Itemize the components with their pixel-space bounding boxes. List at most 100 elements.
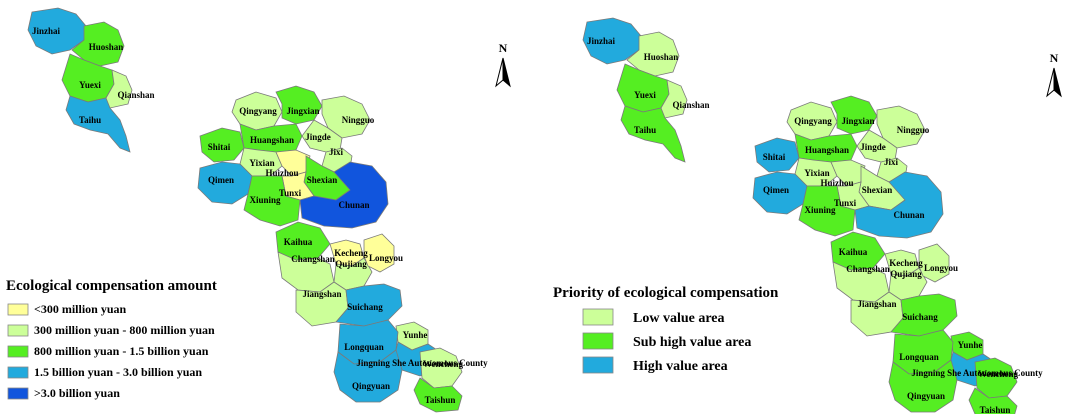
county-label-jiangshan: Jiangshan bbox=[302, 289, 341, 299]
county-label-kecheng: Kecheng bbox=[889, 258, 923, 268]
county-label-qimen: Qimen bbox=[763, 185, 789, 195]
county-label-jingde: Jingde bbox=[860, 142, 886, 152]
county-label-qujiang: Qujiang bbox=[890, 269, 922, 279]
county-label-suichang: Suichang bbox=[347, 302, 383, 312]
county-region-huoshan bbox=[71, 21, 125, 67]
county-label-taihu: Taihu bbox=[634, 125, 656, 135]
county-region-taihu bbox=[620, 105, 686, 163]
left-map-compensation-amount: Jinzhai Huoshan Yuexi Qianshan Taihu Qingyang… bbox=[27, 7, 488, 413]
county-region-wencheng bbox=[419, 347, 463, 389]
county-label-jixi: Jixi bbox=[884, 157, 899, 167]
legend-item-label: Sub high value area bbox=[633, 335, 751, 350]
legend-swatch bbox=[7, 303, 29, 316]
county-label-taishun: Taishun bbox=[425, 395, 456, 405]
county-label-huizhou: Huizhou bbox=[820, 178, 853, 188]
county-label-jingning: Jingning She Autonomous County bbox=[356, 358, 488, 368]
county-label-kecheng: Kecheng bbox=[334, 248, 368, 258]
county-region-jinzhai bbox=[27, 7, 87, 55]
county-label-wencheng: Wencheng bbox=[423, 359, 464, 369]
county-region-jinzhai bbox=[582, 17, 642, 65]
county-label-changshan: Changshan bbox=[846, 264, 890, 274]
county-region-huoshan bbox=[626, 31, 680, 77]
county-label-huoshan: Huoshan bbox=[644, 52, 679, 62]
county-label-huoshan: Huoshan bbox=[89, 42, 124, 52]
county-label-xiuning: Xiuning bbox=[804, 205, 836, 215]
county-region-longyou bbox=[918, 243, 950, 283]
county-region-shitai bbox=[199, 127, 245, 163]
county-label-qingyang: Qingyang bbox=[794, 116, 832, 126]
legend-swatch bbox=[7, 324, 29, 337]
county-label-jingning: Jingning She Autonomous County bbox=[911, 368, 1043, 378]
county-label-shexian: Shexian bbox=[307, 175, 338, 185]
county-region-ningguo bbox=[321, 95, 371, 139]
legend-item-label: 1.5 billion yuan - 3.0 billion yuan bbox=[34, 365, 202, 379]
county-label-jinzhai: Jinzhai bbox=[32, 26, 61, 36]
county-label-qingyuan: Qingyuan bbox=[352, 381, 390, 391]
right-map-compensation-priority: Jinzhai Huoshan Yuexi Qianshan Taihu Qingyang… bbox=[582, 17, 1043, 414]
county-label-taishun: Taishun bbox=[980, 405, 1011, 414]
legend-swatch bbox=[582, 308, 614, 326]
legend-compensation-priority: Priority of ecological compensation Low … bbox=[553, 285, 779, 374]
legend-item-label: High value area bbox=[633, 359, 728, 374]
county-label-jingxian: Jingxian bbox=[286, 106, 319, 116]
county-label-tunxi: Tunxi bbox=[279, 188, 302, 198]
county-label-xiuning: Xiuning bbox=[249, 195, 281, 205]
county-label-qimen: Qimen bbox=[208, 175, 234, 185]
county-label-yixian: Yixian bbox=[804, 168, 829, 178]
county-label-suichang: Suichang bbox=[902, 312, 938, 322]
legend-item-label: 300 million yuan - 800 million yuan bbox=[34, 323, 215, 337]
county-label-qianshan: Qianshan bbox=[672, 100, 709, 110]
county-label-shitai: Shitai bbox=[208, 142, 231, 152]
county-label-jiangshan: Jiangshan bbox=[857, 299, 896, 309]
county-region-wencheng bbox=[974, 357, 1018, 399]
county-region-shitai bbox=[754, 137, 800, 173]
county-region-taishun bbox=[413, 377, 463, 413]
county-label-ningguo: Ningguo bbox=[342, 115, 375, 125]
legend-swatch bbox=[582, 332, 614, 350]
legend-swatch bbox=[582, 356, 614, 374]
county-label-yunhe: Yunhe bbox=[403, 330, 428, 340]
north-arrow-icon: N bbox=[495, 41, 511, 88]
county-region-jingxian bbox=[830, 95, 878, 135]
county-region-qingyuan bbox=[888, 359, 958, 413]
county-label-yunhe: Yunhe bbox=[958, 340, 983, 350]
county-label-chunan: Chunan bbox=[893, 210, 924, 220]
county-label-shexian: Shexian bbox=[862, 185, 893, 195]
county-label-longyou: Longyou bbox=[369, 253, 403, 263]
county-label-longquan: Longquan bbox=[899, 352, 939, 362]
legend-compensation-amount: Ecological compensation amount <300 mill… bbox=[6, 278, 217, 400]
county-label-shitai: Shitai bbox=[763, 152, 786, 162]
county-label-yixian: Yixian bbox=[249, 158, 274, 168]
county-label-jingxian: Jingxian bbox=[841, 116, 874, 126]
county-label-huangshan: Huangshan bbox=[805, 145, 849, 155]
county-label-changshan: Changshan bbox=[291, 254, 335, 264]
north-label: N bbox=[499, 41, 508, 55]
legend-swatch bbox=[7, 387, 29, 400]
county-region-qingyuan bbox=[333, 349, 403, 403]
legend-title: Ecological compensation amount bbox=[6, 278, 217, 294]
county-label-longquan: Longquan bbox=[344, 342, 384, 352]
legend-title: Priority of ecological compensation bbox=[553, 285, 779, 301]
legend-item-label: >3.0 billion yuan bbox=[34, 386, 120, 400]
county-region-chunan bbox=[299, 161, 389, 229]
county-label-qingyuan: Qingyuan bbox=[907, 391, 945, 401]
county-label-tunxi: Tunxi bbox=[834, 198, 857, 208]
legend-item-label: Low value area bbox=[633, 311, 725, 326]
county-label-huangshan: Huangshan bbox=[250, 135, 294, 145]
county-label-jixi: Jixi bbox=[329, 147, 344, 157]
north-arrow-icon: N bbox=[1046, 51, 1062, 98]
county-label-qianshan: Qianshan bbox=[117, 90, 154, 100]
county-label-jingde: Jingde bbox=[305, 132, 331, 142]
county-label-qujiang: Qujiang bbox=[335, 259, 367, 269]
legend-item-label: <300 million yuan bbox=[34, 302, 127, 316]
county-label-huizhou: Huizhou bbox=[265, 168, 298, 178]
county-label-taihu: Taihu bbox=[79, 115, 101, 125]
county-region-jingxian bbox=[275, 85, 323, 125]
county-label-qingyang: Qingyang bbox=[239, 106, 277, 116]
county-region-longyou bbox=[363, 233, 395, 273]
legend-swatch bbox=[7, 345, 29, 358]
county-label-chunan: Chunan bbox=[338, 200, 369, 210]
county-label-yuexi: Yuexi bbox=[634, 90, 656, 100]
county-region-chunan bbox=[854, 171, 944, 239]
